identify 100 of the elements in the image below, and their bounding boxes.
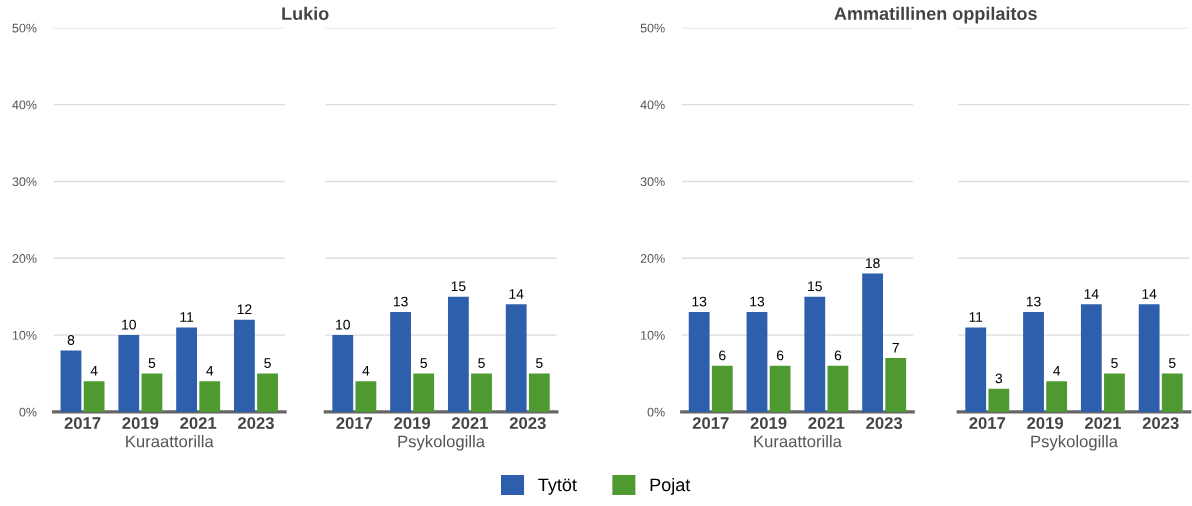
x-tick-label: 2019 bbox=[394, 417, 431, 429]
chart-title: Lukio bbox=[282, 6, 329, 21]
y-tick-label: 50% bbox=[12, 23, 37, 33]
x-tick-label: 2021 bbox=[808, 417, 845, 429]
bar bbox=[804, 296, 826, 412]
data-label: 6 bbox=[834, 350, 842, 361]
y-tick-label: 20% bbox=[12, 254, 37, 263]
bar bbox=[1080, 304, 1102, 412]
data-label: 13 bbox=[1026, 296, 1041, 307]
data-label: 7 bbox=[892, 342, 899, 353]
data-label: 12 bbox=[237, 304, 252, 315]
data-label: 15 bbox=[451, 281, 466, 292]
data-label: 6 bbox=[776, 350, 784, 361]
x-tick-label: 2017 bbox=[336, 417, 373, 429]
bar bbox=[176, 327, 198, 412]
bar bbox=[257, 373, 278, 412]
x-tick-label: 2019 bbox=[1027, 417, 1064, 429]
bar bbox=[199, 381, 221, 412]
bar bbox=[60, 350, 82, 412]
data-label: 4 bbox=[1053, 365, 1061, 376]
data-label: 14 bbox=[1142, 289, 1157, 299]
data-label: 4 bbox=[90, 365, 98, 376]
bar bbox=[746, 312, 768, 412]
data-label: 5 bbox=[1168, 358, 1176, 368]
data-label: 13 bbox=[393, 296, 408, 307]
legend-label: Tytöt bbox=[538, 478, 577, 495]
bar bbox=[141, 373, 163, 412]
data-label: 13 bbox=[750, 296, 765, 307]
x-tick-label: 2017 bbox=[64, 417, 101, 429]
y-tick-label: 50% bbox=[640, 23, 665, 33]
x-tick-label: 2023 bbox=[509, 417, 546, 430]
bar bbox=[234, 319, 255, 412]
bar bbox=[83, 381, 105, 412]
data-label: 11 bbox=[969, 312, 983, 322]
bar bbox=[988, 388, 1010, 412]
bar bbox=[1046, 381, 1068, 412]
bar bbox=[471, 373, 492, 412]
bar bbox=[118, 335, 140, 412]
bar bbox=[505, 304, 527, 412]
data-label: 13 bbox=[692, 296, 707, 307]
y-tick-label: 40% bbox=[640, 100, 665, 110]
data-label: 5 bbox=[148, 358, 156, 368]
x-tick-label: 2021 bbox=[1084, 417, 1121, 429]
bar bbox=[1023, 312, 1044, 412]
x-tick-label: 2019 bbox=[750, 417, 787, 429]
bar bbox=[862, 273, 884, 412]
bar bbox=[413, 373, 435, 412]
data-label: 3 bbox=[995, 373, 1003, 384]
x-axis-title: Kuraattorilla bbox=[126, 435, 214, 448]
y-tick-label: 30% bbox=[12, 177, 37, 187]
chart-title: Ammatillinen oppilaitos bbox=[834, 6, 1037, 24]
data-label: 10 bbox=[122, 319, 136, 330]
data-label: 5 bbox=[1111, 358, 1118, 368]
y-tick-label: 0% bbox=[19, 407, 37, 417]
data-label: 5 bbox=[420, 358, 427, 368]
bar bbox=[1104, 373, 1125, 412]
x-axis-title: Psykologilla bbox=[398, 435, 486, 451]
y-tick-label: 10% bbox=[641, 330, 665, 340]
bar bbox=[1138, 304, 1160, 412]
data-label: 15 bbox=[808, 281, 822, 292]
bar bbox=[390, 312, 411, 412]
bar bbox=[711, 365, 733, 412]
data-label: 5 bbox=[264, 358, 271, 368]
data-label: 10 bbox=[336, 319, 350, 330]
bar bbox=[769, 365, 791, 412]
data-label: 14 bbox=[509, 289, 524, 299]
x-tick-label: 2023 bbox=[1142, 417, 1179, 430]
x-tick-label: 2023 bbox=[866, 417, 903, 430]
bar bbox=[528, 373, 550, 412]
bar bbox=[1161, 373, 1183, 412]
bar bbox=[827, 365, 849, 412]
data-label: 14 bbox=[1084, 289, 1099, 299]
data-label: 8 bbox=[67, 335, 75, 345]
x-tick-label: 2023 bbox=[238, 417, 274, 430]
data-label: 4 bbox=[362, 365, 370, 376]
x-tick-label: 2017 bbox=[692, 417, 729, 429]
x-axis-title: Psykologilla bbox=[1031, 435, 1118, 451]
x-tick-label: 2017 bbox=[969, 417, 1006, 429]
x-axis-title: Kuraattorilla bbox=[754, 435, 842, 448]
x-tick-label: 2021 bbox=[451, 417, 489, 429]
bar bbox=[355, 381, 377, 412]
data-label: 11 bbox=[180, 312, 194, 322]
x-tick-label: 2019 bbox=[122, 417, 159, 429]
bar bbox=[688, 312, 710, 412]
legend-label: Pojat bbox=[650, 477, 691, 495]
bar bbox=[965, 327, 987, 412]
y-tick-label: 40% bbox=[12, 100, 37, 110]
bar bbox=[447, 296, 469, 412]
y-tick-label: 10% bbox=[12, 330, 37, 340]
bar bbox=[332, 335, 354, 412]
y-tick-label: 30% bbox=[640, 177, 665, 187]
data-label: 6 bbox=[719, 350, 726, 361]
data-label: 18 bbox=[865, 258, 880, 269]
y-tick-label: 0% bbox=[647, 407, 665, 417]
data-label: 5 bbox=[536, 358, 543, 368]
data-label: 5 bbox=[478, 358, 485, 368]
bar bbox=[885, 358, 907, 412]
x-tick-label: 2021 bbox=[180, 417, 217, 429]
data-label: 4 bbox=[206, 365, 214, 376]
y-tick-label: 20% bbox=[640, 254, 665, 263]
